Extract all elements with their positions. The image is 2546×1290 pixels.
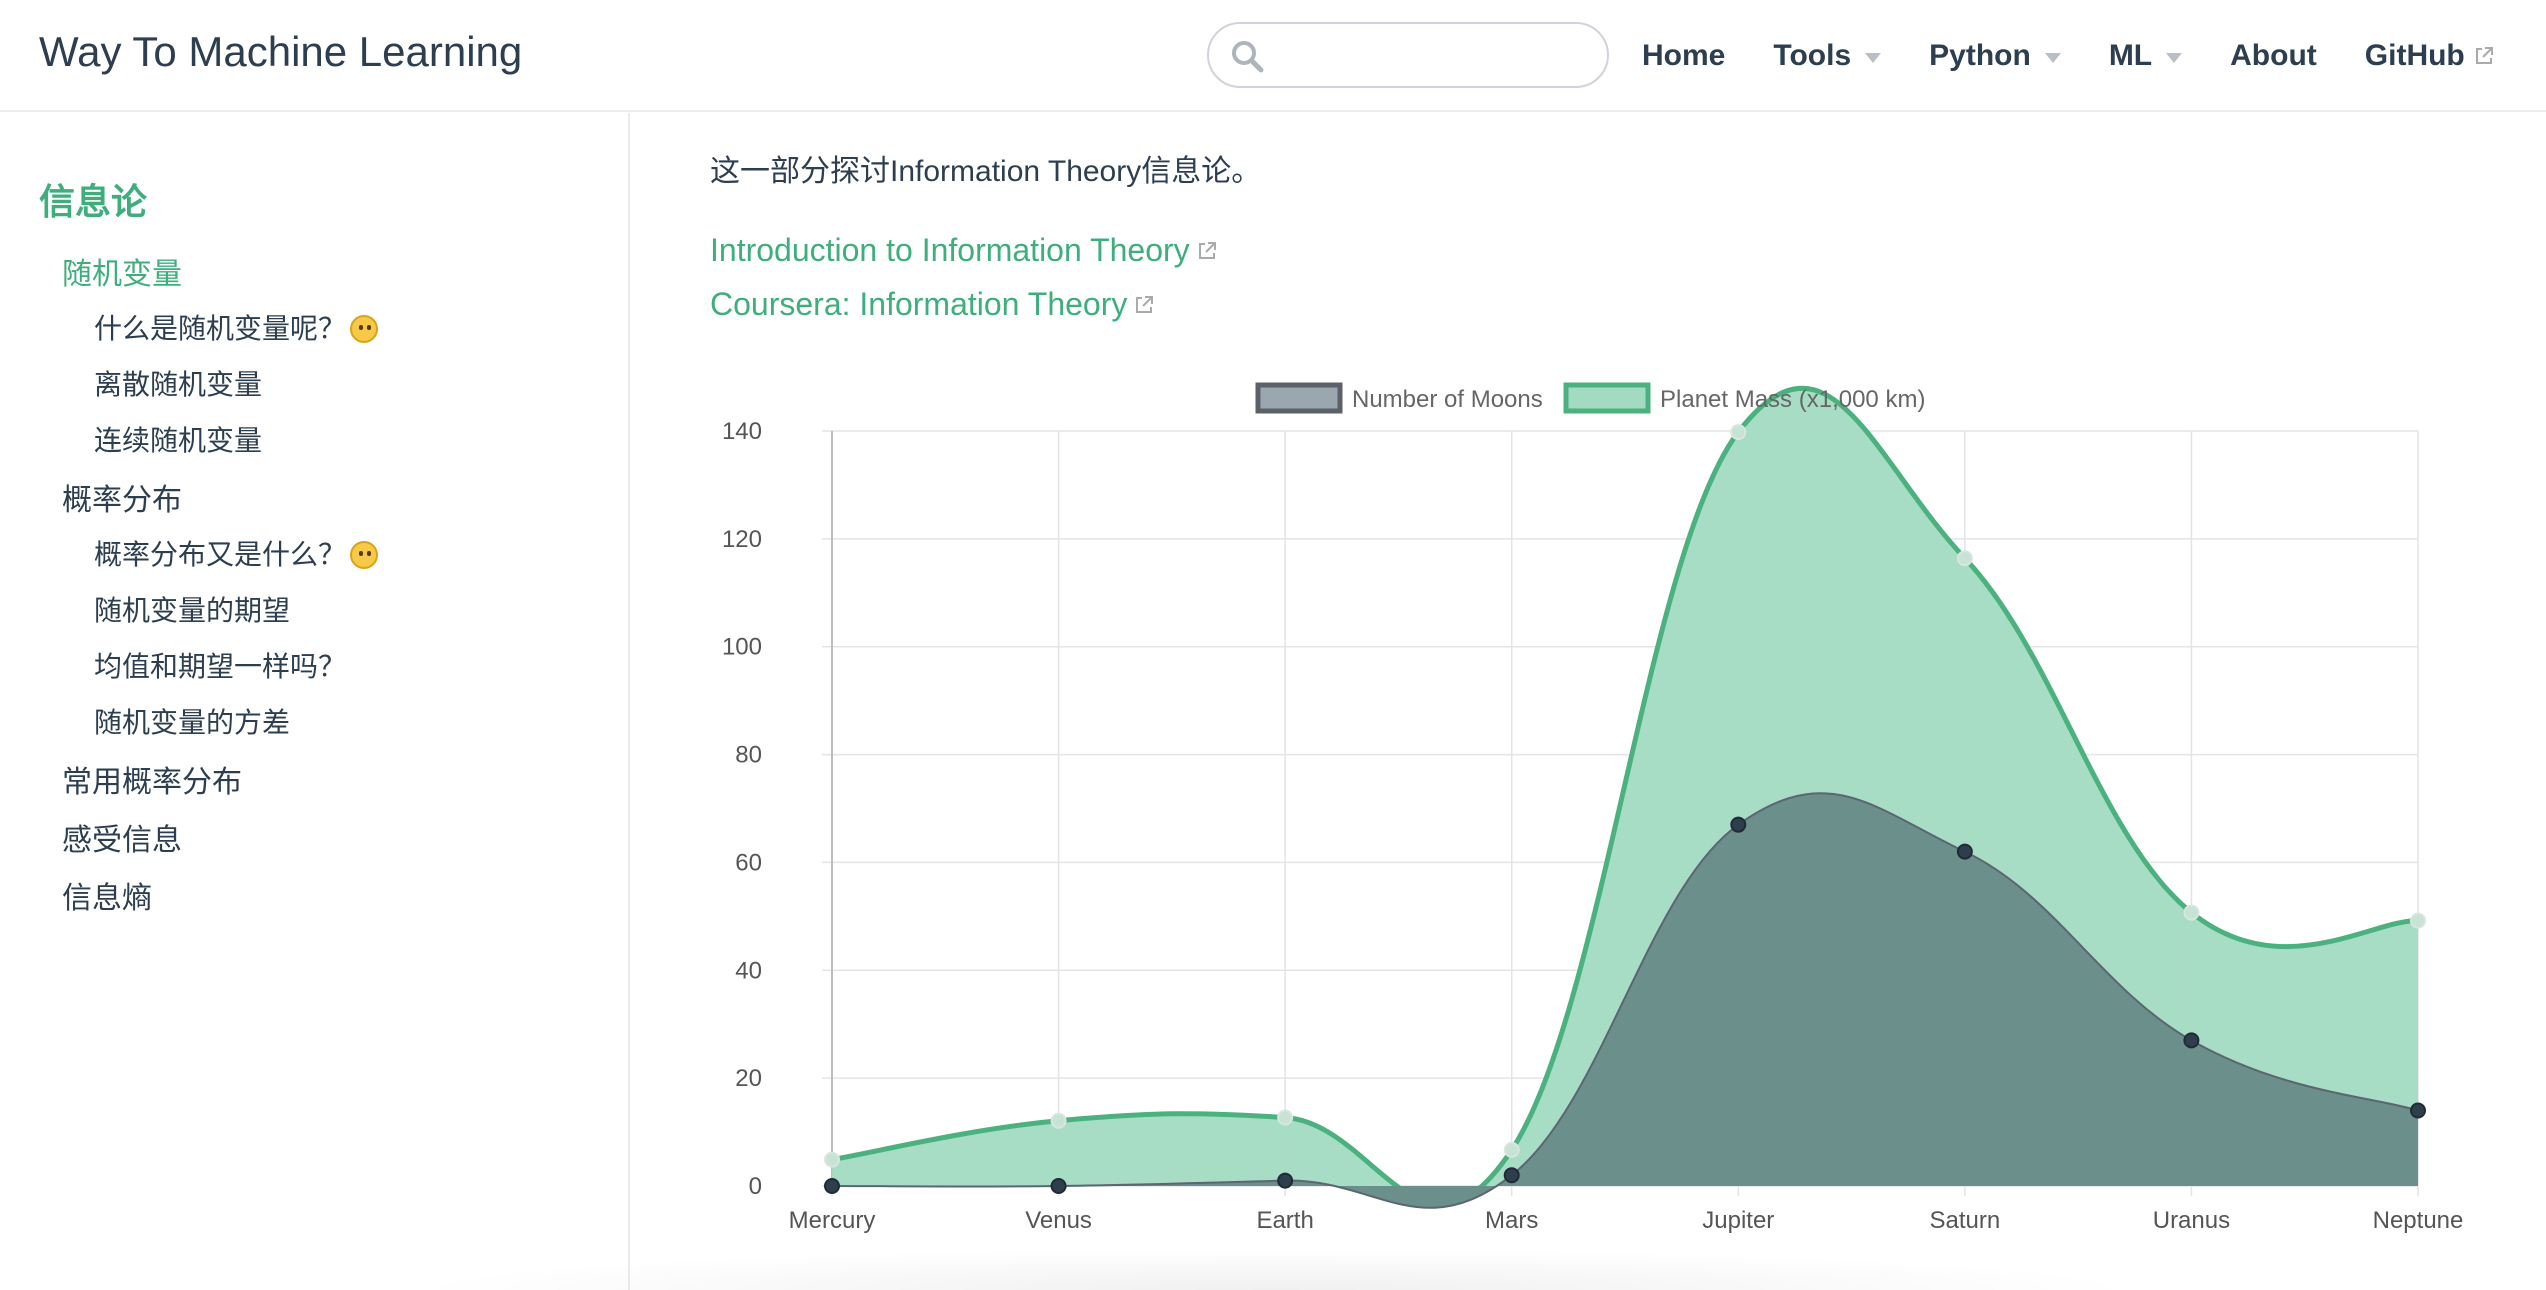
sidebar-item-label: 随机变量的方差 xyxy=(94,707,291,738)
nav-tools-label: Tools xyxy=(1773,39,1852,72)
data-point-mass xyxy=(2183,904,2200,921)
sidebar-item-label: 随机变量的期望 xyxy=(94,595,291,626)
nav-links: Home Tools Python ML About GitHub xyxy=(1642,34,2495,78)
sidebar: 信息论 随机变量 什么是随机变量呢？ 离散随机变量 连续随机变量 概率分布 概率… xyxy=(0,113,630,1290)
data-point-moons xyxy=(1956,843,1973,860)
legend-label-mass: Planet Mass (x1,000 km) xyxy=(1660,386,1925,413)
data-point-mass xyxy=(1956,550,1973,567)
x-tick-label: Earth xyxy=(1256,1207,1313,1234)
x-tick-label: Neptune xyxy=(2373,1207,2464,1234)
nav-home-label: Home xyxy=(1642,39,1726,72)
legend-swatch-moons xyxy=(1255,382,1343,414)
sidebar-item-feel-information[interactable]: 感受信息 xyxy=(62,815,182,859)
y-tick-label: 20 xyxy=(735,1065,762,1092)
sidebar-item-expectation[interactable]: 随机变量的期望 xyxy=(94,589,290,629)
link-intro-information-theory[interactable]: Introduction to Information Theory xyxy=(710,232,1218,269)
sidebar-item-what-is-distribution[interactable]: 概率分布又是什么？ xyxy=(94,533,379,573)
area-chart: 0 20 40 60 80 100 120 140 Mercury Venus Earth Mars J… xyxy=(722,382,2464,1234)
x-tick-label: Saturn xyxy=(1929,1207,2000,1234)
sidebar-item-probability-distribution[interactable]: 概率分布 xyxy=(62,475,182,519)
data-point-moons xyxy=(1730,816,1747,833)
link-label: Coursera: Information Theory xyxy=(710,286,1128,322)
external-link-icon xyxy=(1136,295,1154,313)
x-tick-label: Jupiter xyxy=(1702,1207,1774,1234)
sidebar-item-label: 信息熵 xyxy=(62,882,152,915)
external-link-icon xyxy=(1198,241,1216,259)
x-tick-label: Mercury xyxy=(789,1207,876,1234)
data-point-mass xyxy=(824,1151,840,1168)
nav-github-label: GitHub xyxy=(2364,39,2465,72)
series-mass-line xyxy=(831,386,2419,1207)
sidebar-item-label: 概率分布又是什么？ xyxy=(94,539,347,570)
nav-tools-dropdown[interactable]: Tools xyxy=(1773,39,1882,73)
nav-python-label: Python xyxy=(1929,39,2031,72)
nav-about[interactable]: About xyxy=(2230,39,2317,73)
link-coursera-information-theory[interactable]: Coursera: Information Theory xyxy=(710,286,1155,323)
series-moons-line xyxy=(831,792,2419,1209)
data-point-moons xyxy=(2410,1102,2426,1119)
sidebar-item-what-is-random-variable[interactable]: 什么是随机变量呢？ xyxy=(94,307,379,347)
y-tick-label: 120 xyxy=(722,526,762,553)
data-point-moons xyxy=(1503,1167,1520,1184)
sidebar-item-label: 连续随机变量 xyxy=(94,425,263,456)
sidebar-heading[interactable]: 信息论 xyxy=(39,181,148,222)
y-tick-label: 140 xyxy=(722,418,762,445)
nav-ml-dropdown[interactable]: ML xyxy=(2108,39,2183,73)
sidebar-item-label: 随机变量 xyxy=(62,258,182,291)
chevron-down-icon xyxy=(2044,53,2061,63)
external-link-icon xyxy=(2475,47,2493,64)
data-point-mass xyxy=(1503,1141,1520,1158)
sidebar-item-common-distributions[interactable]: 常用概率分布 xyxy=(62,757,242,801)
sidebar-item-random-variable[interactable]: 随机变量 xyxy=(62,249,182,293)
sidebar-item-label: 概率分布 xyxy=(62,484,182,517)
data-point-moons xyxy=(1050,1178,1067,1194)
sidebar-item-label: 均值和期望一样吗？ xyxy=(94,651,347,682)
x-tick-label: Venus xyxy=(1025,1207,1092,1234)
nav-github-link[interactable]: GitHub xyxy=(2365,39,2495,73)
sidebar-item-label: 感受信息 xyxy=(62,824,182,857)
legend-swatch-mass xyxy=(1563,382,1651,414)
data-point-moons xyxy=(824,1178,840,1194)
data-point-moons xyxy=(2183,1032,2200,1049)
thinking-face-icon xyxy=(350,541,379,569)
bottom-shadow xyxy=(400,1248,2150,1290)
y-tick-label: 60 xyxy=(735,849,762,876)
data-point-mass xyxy=(1730,424,1747,441)
data-point-mass xyxy=(2410,912,2426,929)
x-tick-label: Uranus xyxy=(2153,1207,2230,1234)
navbar: Way To Machine Learning Home Tools Pytho… xyxy=(0,0,2546,112)
thinking-face-icon xyxy=(350,315,379,343)
y-tick-label: 100 xyxy=(722,634,762,661)
nav-ml-label: ML xyxy=(2108,39,2153,72)
link-label: Introduction to Information Theory xyxy=(710,232,1190,268)
search-input[interactable] xyxy=(1279,36,1589,76)
sidebar-item-label: 离散随机变量 xyxy=(94,369,263,400)
sidebar-item-mean-vs-expectation[interactable]: 均值和期望一样吗？ xyxy=(94,645,346,685)
data-point-mass xyxy=(1050,1112,1067,1129)
sidebar-item-continuous-random-variable[interactable]: 连续随机变量 xyxy=(94,419,262,459)
series-moons-area xyxy=(832,793,2418,1208)
y-tick-label: 80 xyxy=(735,742,762,769)
data-point-mass xyxy=(1277,1109,1294,1126)
y-tick-label: 0 xyxy=(749,1173,762,1200)
sidebar-item-label: 什么是随机变量呢？ xyxy=(94,313,347,344)
intro-paragraph: 这一部分探讨Information Theory信息论。 xyxy=(710,155,1262,188)
sidebar-item-label: 常用概率分布 xyxy=(62,766,242,799)
site-name[interactable]: Way To Machine Learning xyxy=(39,28,523,75)
data-point-moons xyxy=(1277,1172,1294,1189)
chevron-down-icon xyxy=(2166,53,2183,63)
sidebar-item-entropy[interactable]: 信息熵 xyxy=(62,873,152,917)
y-tick-label: 40 xyxy=(735,957,762,984)
chevron-down-icon xyxy=(1865,53,1882,63)
sidebar-item-discrete-random-variable[interactable]: 离散随机变量 xyxy=(94,363,262,403)
nav-about-label: About xyxy=(2230,39,2317,72)
sidebar-item-variance[interactable]: 随机变量的方差 xyxy=(94,701,290,741)
x-tick-label: Mars xyxy=(1485,1207,1538,1234)
nav-home[interactable]: Home xyxy=(1642,39,1725,73)
search-icon xyxy=(1232,41,1264,73)
legend-label-moons: Number of Moons xyxy=(1352,386,1543,413)
search-box[interactable] xyxy=(1207,22,1609,88)
nav-python-dropdown[interactable]: Python xyxy=(1929,39,2061,73)
